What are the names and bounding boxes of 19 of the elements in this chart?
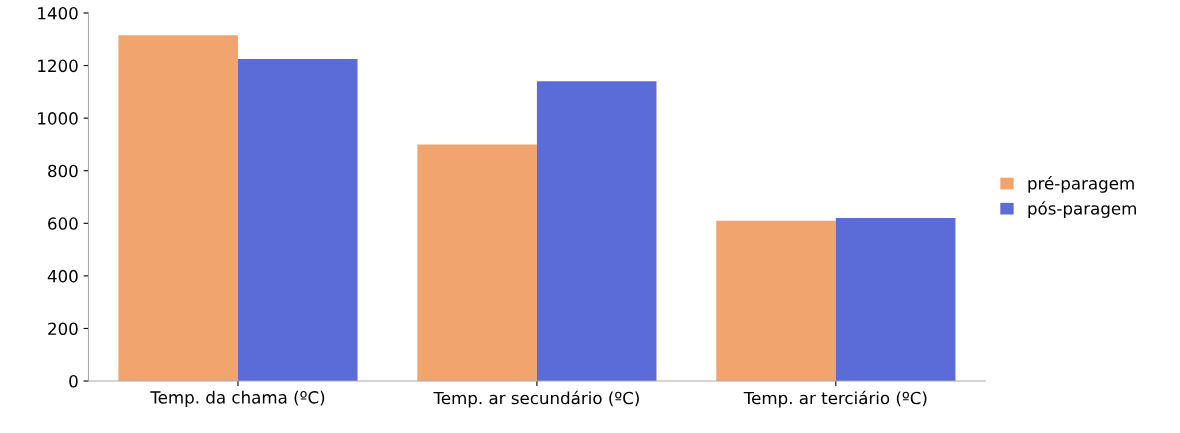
legend-label: pré-paragem <box>1028 176 1134 193</box>
y-tick-label: 600 <box>48 217 78 230</box>
y-tick-label: 1200 <box>38 59 78 73</box>
bar <box>417 144 537 382</box>
x-tick-label: Temp. da chama (ºC) <box>150 390 325 407</box>
x-tick-label: Temp. ar terciário (ºC) <box>743 390 927 408</box>
y-tick-label: 1000 <box>38 112 78 125</box>
y-tick-label: 0 <box>69 375 78 388</box>
y-tick-label: 200 <box>48 322 78 336</box>
bar <box>835 218 956 382</box>
bar <box>118 35 238 382</box>
bar <box>536 81 657 382</box>
bar <box>237 59 358 382</box>
y-tick-label: 800 <box>48 164 78 178</box>
y-tick-label: 400 <box>47 269 78 283</box>
y-tick-label: 1400 <box>38 6 78 20</box>
bar <box>716 220 836 382</box>
legend-label: pós-paragem <box>1028 201 1136 218</box>
x-tick-label: Temp. ar secundário (ºC) <box>433 390 639 408</box>
